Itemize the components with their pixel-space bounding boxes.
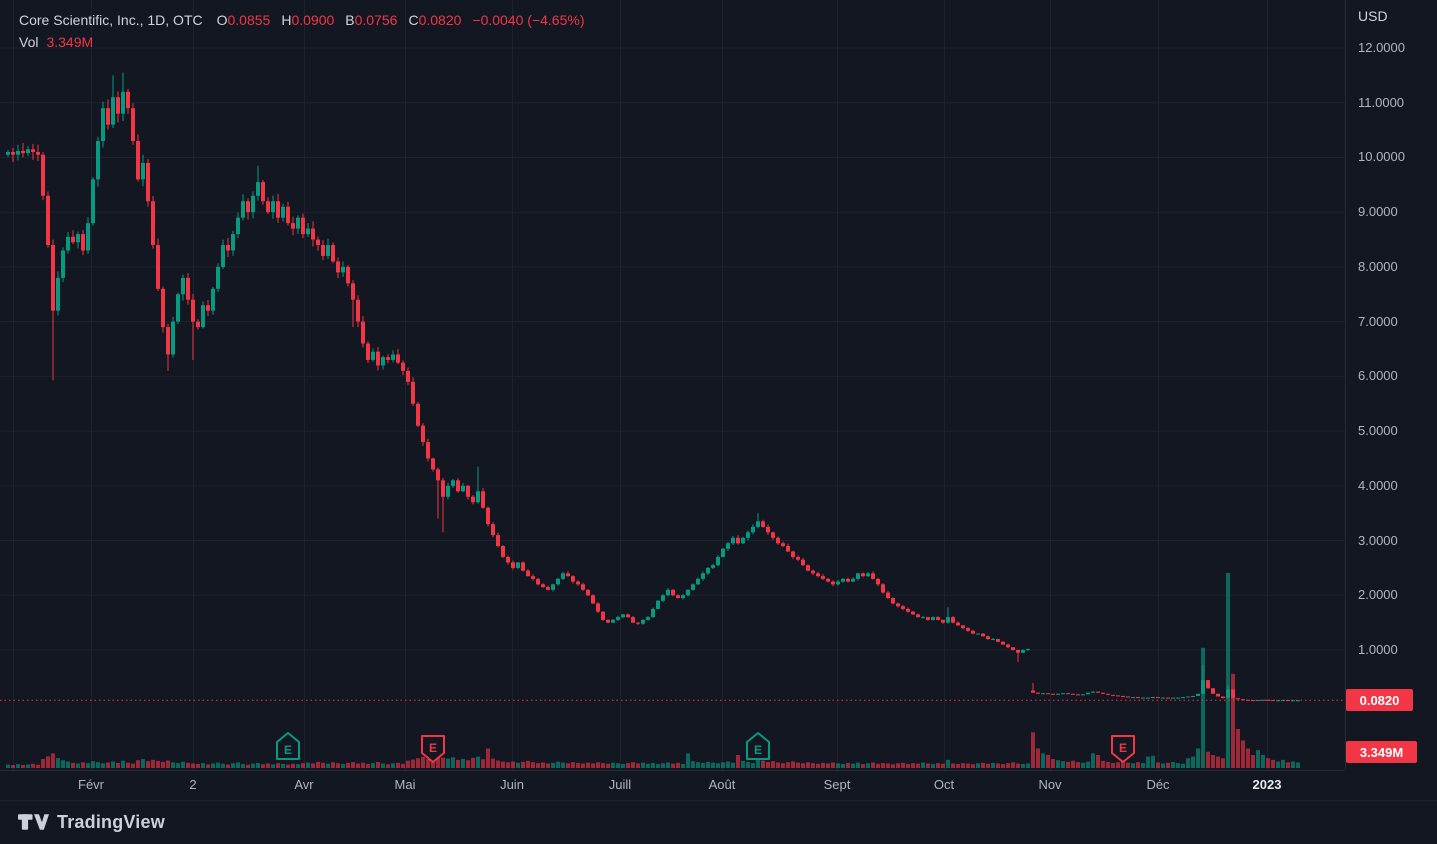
earnings-marker[interactable]: E xyxy=(421,735,445,763)
price-tick-label: 9.0000 xyxy=(1358,204,1398,220)
ohlc-item: H0.0900 xyxy=(281,12,335,28)
time-axis-year-label: 2023 xyxy=(1252,777,1282,792)
tradingview-logo-text: TradingView xyxy=(57,812,165,832)
time-axis-label: Août xyxy=(708,777,736,792)
time-axis-label: Juin xyxy=(500,777,524,792)
bottom-toolbar: TradingView xyxy=(0,800,1437,844)
last-price-badge: 0.0820 xyxy=(1346,689,1413,711)
earnings-marker[interactable]: E xyxy=(746,732,770,760)
time-axis-label: Juill xyxy=(608,777,632,792)
price-tick-label: 4.0000 xyxy=(1358,477,1398,493)
ohlc-item: O0.0855 xyxy=(216,12,271,28)
time-axis[interactable]: Févr 2 Avr Mai Juin Juill Août Sept Oct Nov Déc 202… xyxy=(0,770,1345,800)
price-tick-label: 7.0000 xyxy=(1358,313,1398,329)
price-tick-label: 10.0000 xyxy=(1358,149,1405,165)
currency-label: USD xyxy=(1358,8,1388,24)
price-tick-label: 3.0000 xyxy=(1358,532,1398,548)
price-tick-label: 8.0000 xyxy=(1358,258,1398,274)
price-tick-label: 1.0000 xyxy=(1358,641,1398,657)
time-axis-label: Sept xyxy=(823,777,851,792)
earnings-marker[interactable]: E xyxy=(276,732,300,760)
grid xyxy=(0,0,1345,770)
ohlc-values: O0.0855 H0.0900 B0.0756 C0.0820 xyxy=(217,12,473,28)
price-tick-label: 11.0000 xyxy=(1358,94,1405,110)
price-tick-label: 12.0000 xyxy=(1358,40,1405,55)
volume-value: 3.349M xyxy=(46,34,94,50)
price-tick-label: 5.0000 xyxy=(1358,423,1398,439)
price-tick-label: 6.0000 xyxy=(1358,368,1398,384)
svg-text:E: E xyxy=(754,743,762,757)
tradingview-logo[interactable]: TradingView xyxy=(18,812,165,833)
earnings-marker[interactable]: E xyxy=(1111,735,1135,763)
symbol-header: Core Scientific, Inc., 1D, OTC O0.0855 H0.… xyxy=(19,9,585,53)
svg-text:E: E xyxy=(284,743,292,757)
price-tick-label: 2.0000 xyxy=(1358,587,1398,603)
time-axis-label: Févr xyxy=(78,777,104,792)
time-axis-label: Oct xyxy=(933,777,955,792)
volume-label: Vol xyxy=(19,34,39,50)
candles xyxy=(6,72,1300,702)
ohlc-item: C0.0820 xyxy=(408,12,462,28)
price-change: −0.0040 (−4.65%) xyxy=(472,12,585,28)
symbol-info-row: Core Scientific, Inc., 1D, OTC O0.0855 H0.… xyxy=(19,9,585,31)
time-axis-label: Déc xyxy=(1146,777,1170,792)
ohlc-item: B0.0756 xyxy=(345,12,398,28)
svg-text:E: E xyxy=(1119,741,1127,755)
time-axis-label: Mai xyxy=(394,777,416,792)
tradingview-logo-icon xyxy=(18,814,49,830)
time-axis-label: Nov xyxy=(1038,777,1062,792)
price-axis[interactable]: USD 12.0000 11.0000 10.0000 9.0000 8.0000 7.0… xyxy=(1345,0,1437,770)
time-axis-label: 2 xyxy=(189,777,197,792)
volume-row: Vol 3.349M xyxy=(19,31,585,53)
time-axis-label: Avr xyxy=(294,777,314,792)
chart-pane[interactable]: E E E E Core Scientific, Inc., 1D, OTC O0.08… xyxy=(0,0,1345,770)
svg-text:E: E xyxy=(429,741,437,755)
last-volume-badge: 3.349M xyxy=(1346,741,1417,763)
symbol-title[interactable]: Core Scientific, Inc., 1D, OTC xyxy=(19,12,203,28)
volume-bars xyxy=(6,573,1300,768)
